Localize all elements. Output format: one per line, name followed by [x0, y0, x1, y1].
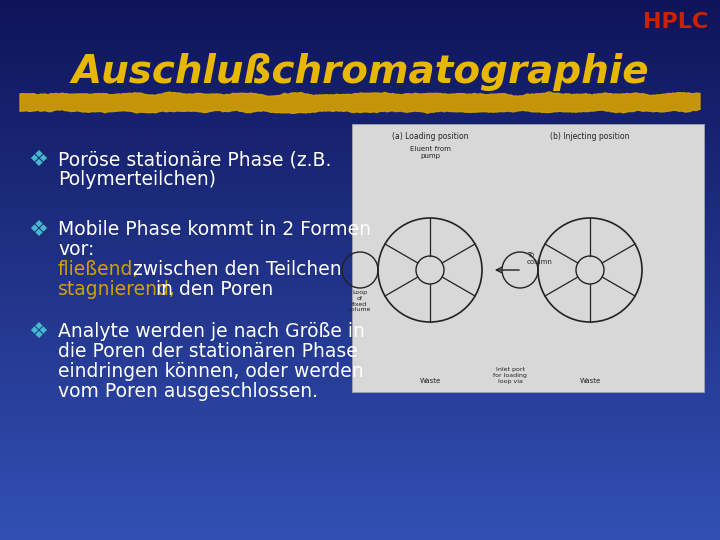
Text: HPLC: HPLC: [643, 12, 708, 32]
Text: vom Poren ausgeschlossen.: vom Poren ausgeschlossen.: [58, 382, 318, 401]
Text: fließend,: fließend,: [58, 260, 140, 279]
Text: ❖: ❖: [28, 150, 48, 170]
Text: Polymerteilchen): Polymerteilchen): [58, 170, 216, 189]
Text: vor:: vor:: [58, 240, 94, 259]
Text: die Poren der stationären Phase: die Poren der stationären Phase: [58, 342, 358, 361]
Text: Waste: Waste: [419, 378, 441, 384]
Text: Eluent from
pump: Eluent from pump: [410, 146, 451, 159]
Bar: [352, 124, 704, 392]
Text: eindringen können, oder werden: eindringen können, oder werden: [58, 362, 364, 381]
Text: Waste: Waste: [580, 378, 600, 384]
Text: zwischen den Teilchen: zwischen den Teilchen: [127, 260, 342, 279]
Text: (a) Loading position: (a) Loading position: [392, 132, 468, 141]
Text: Analyte werden je nach Größe in: Analyte werden je nach Größe in: [58, 322, 365, 341]
Text: Inlet port
for loading
loop via: Inlet port for loading loop via: [493, 367, 527, 384]
Polygon shape: [20, 92, 700, 113]
Text: ❖: ❖: [28, 220, 48, 240]
Text: To
column: To column: [527, 252, 553, 265]
Text: stagnierend,: stagnierend,: [58, 280, 176, 299]
Text: (b) Injecting position: (b) Injecting position: [550, 132, 630, 141]
Text: Poröse stationäre Phase (z.B.: Poröse stationäre Phase (z.B.: [58, 150, 331, 169]
Text: Auschlußchromatographie: Auschlußchromatographie: [71, 53, 649, 91]
Text: ❖: ❖: [28, 322, 48, 342]
Text: Mobile Phase kommt in 2 Formen: Mobile Phase kommt in 2 Formen: [58, 220, 371, 239]
Text: in den Poren: in den Poren: [150, 280, 274, 299]
Text: Loop
of
fixed
volume: Loop of fixed volume: [348, 290, 372, 313]
